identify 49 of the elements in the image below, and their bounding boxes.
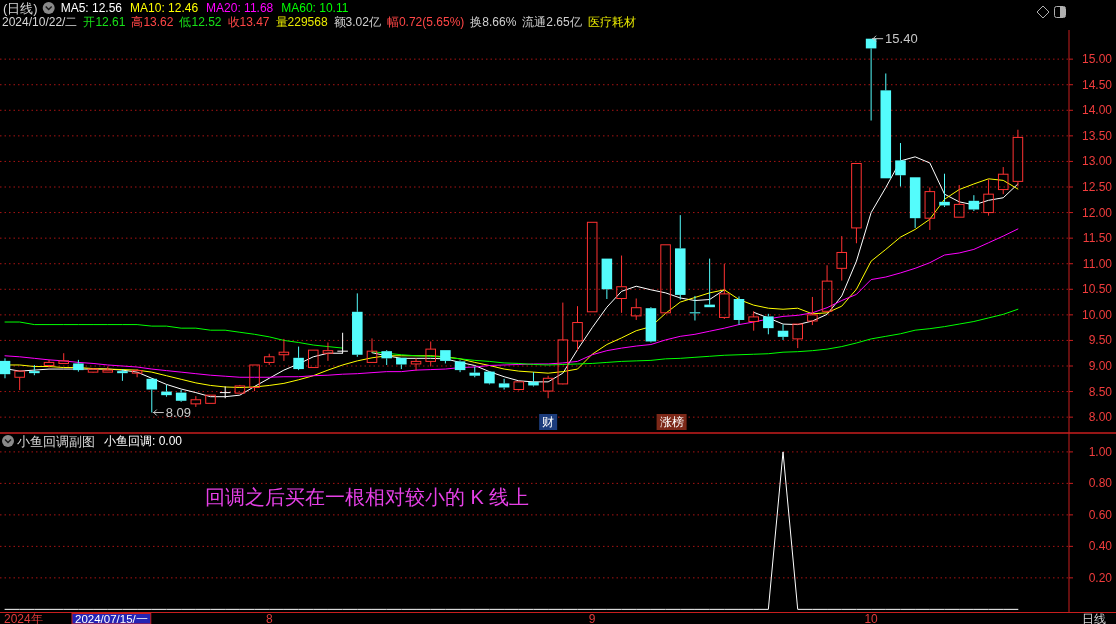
legend: 小鱼回调: 0.00: [104, 434, 183, 448]
y-tick-label: 12.00: [1081, 205, 1112, 220]
title: (日线): [3, 0, 38, 16]
y-tick-label: 8.50: [1088, 384, 1112, 399]
x-tick-label: 9: [588, 611, 596, 624]
y-tick-label: 0.20: [1088, 570, 1112, 585]
info: 额3.02亿: [333, 15, 381, 29]
y-tick-label: 0.40: [1088, 539, 1112, 554]
y-tick-label: 9.00: [1088, 359, 1112, 373]
title: 小鱼回调副图: [17, 433, 95, 449]
y-tick-label: 14.00: [1081, 103, 1112, 118]
info: 流通2.65亿: [522, 15, 582, 29]
info: 开12.61: [83, 15, 126, 29]
y-tick-label: 10.50: [1081, 282, 1112, 297]
x-tick-label: 10: [864, 611, 878, 624]
info: 收13.47: [227, 15, 270, 29]
legend: MA60: 10.11: [281, 1, 349, 15]
y-tick-label: 1.00: [1088, 444, 1112, 459]
event-tag-label: 财: [542, 415, 555, 429]
y-tick-label: 13.50: [1081, 128, 1112, 143]
y-tick-label: 10.00: [1081, 307, 1112, 322]
legend: MA20: 11.68: [206, 1, 274, 15]
y-tick-label: 0.80: [1088, 476, 1112, 491]
note: 8.09: [165, 405, 192, 421]
info: 医疗耗材: [587, 15, 636, 29]
y-tick-label: 15.00: [1081, 52, 1112, 67]
legend: MA5: 12.56: [60, 1, 123, 15]
event-tag-label: 涨榜: [659, 415, 684, 429]
x-tick-label: 8: [265, 611, 273, 624]
y-tick-label: 11.00: [1082, 256, 1112, 271]
annotation: 日线: [1082, 611, 1106, 624]
info: 2024/10/22/二: [2, 15, 78, 29]
annotation: 2024年: [4, 611, 43, 624]
y-tick-label: 9.50: [1088, 333, 1112, 348]
y-tick-label: 11.50: [1082, 231, 1112, 246]
y-tick-label: 8.00: [1088, 410, 1112, 425]
note: 15.40: [885, 31, 918, 47]
info: 换8.66%: [470, 15, 517, 29]
info: 高13.62: [131, 15, 174, 29]
y-tick-label: 12.50: [1081, 180, 1112, 194]
annotation: 回调之后买在一根相对较小的 K 线上: [205, 486, 530, 508]
y-tick-label: 0.60: [1088, 507, 1112, 522]
info: 量229568: [275, 15, 328, 29]
date-label: 2024/07/15/一: [75, 612, 148, 624]
info: 低12.52: [179, 15, 222, 29]
info: 幅0.72(5.65%): [386, 15, 465, 29]
y-tick-label: 13.00: [1081, 154, 1112, 169]
legend: MA10: 12.46: [130, 1, 199, 15]
y-tick-label: 14.50: [1081, 77, 1112, 92]
